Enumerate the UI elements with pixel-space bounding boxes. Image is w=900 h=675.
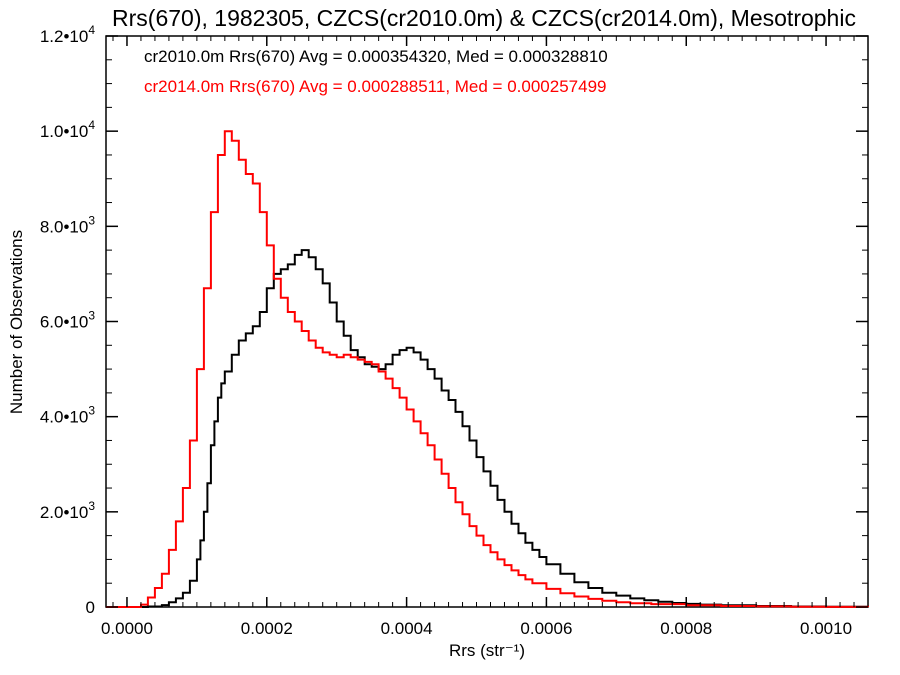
x-axis-label: Rrs (str⁻¹) <box>449 641 525 660</box>
legend-annotation-red: cr2014.0m Rrs(670) Avg = 0.000288511, Me… <box>144 77 606 96</box>
y-tick-mantissa: 2.0•10 <box>40 503 89 522</box>
y-tick-exponent: 3 <box>88 213 95 227</box>
axes-layer: 0.0000 0.0002 0.0004 0.0006 0.0008 0.0010 0 2.0… <box>40 23 868 638</box>
y-tick-label: 1.2•104 <box>40 23 96 46</box>
y-tick-mantissa: 0 <box>86 598 95 617</box>
x-tick-label: 0.0008 <box>660 619 712 638</box>
y-axis-label: Number of Observations <box>7 230 26 414</box>
y-tick-mantissa: 1.0•10 <box>40 122 89 141</box>
y-tick-label: 8.0•103 <box>40 213 96 236</box>
y-tick-label: 6.0•103 <box>40 309 96 332</box>
y-tick-mantissa: 4.0•10 <box>40 408 89 427</box>
x-tick-label: 0.0002 <box>241 619 293 638</box>
chart-title: Rrs(670), 1982305, CZCS(cr2010.0m) & CZC… <box>112 5 856 31</box>
series-layer <box>106 130 869 608</box>
y-tick-exponent: 3 <box>88 499 95 513</box>
y-tick-label: 2.0•103 <box>40 499 96 522</box>
series-line-black <box>106 249 869 608</box>
y-tick-label: 1.0•104 <box>40 118 96 141</box>
legend-annotation-black: cr2010.0m Rrs(670) Avg = 0.000354320, Me… <box>144 47 608 66</box>
y-tick-mantissa: 6.0•10 <box>40 313 89 332</box>
y-tick-exponent: 4 <box>88 23 95 37</box>
y-tick-exponent: 3 <box>88 404 95 418</box>
x-tick-label: 0.0006 <box>520 619 572 638</box>
x-tick-label: 0.0000 <box>101 619 153 638</box>
plot-frame <box>105 35 869 608</box>
y-tick-label: 4.0•103 <box>40 404 96 427</box>
y-tick-exponent: 3 <box>88 309 95 323</box>
y-tick-exponent: 4 <box>88 118 95 132</box>
x-tick-label: 0.0004 <box>381 619 433 638</box>
y-tick-mantissa: 8.0•10 <box>40 217 89 236</box>
x-tick-label: 0.0010 <box>800 619 852 638</box>
y-tick-mantissa: 1.2•10 <box>40 27 89 46</box>
y-tick-label: 0 <box>86 598 95 617</box>
series-line-red <box>106 130 869 608</box>
